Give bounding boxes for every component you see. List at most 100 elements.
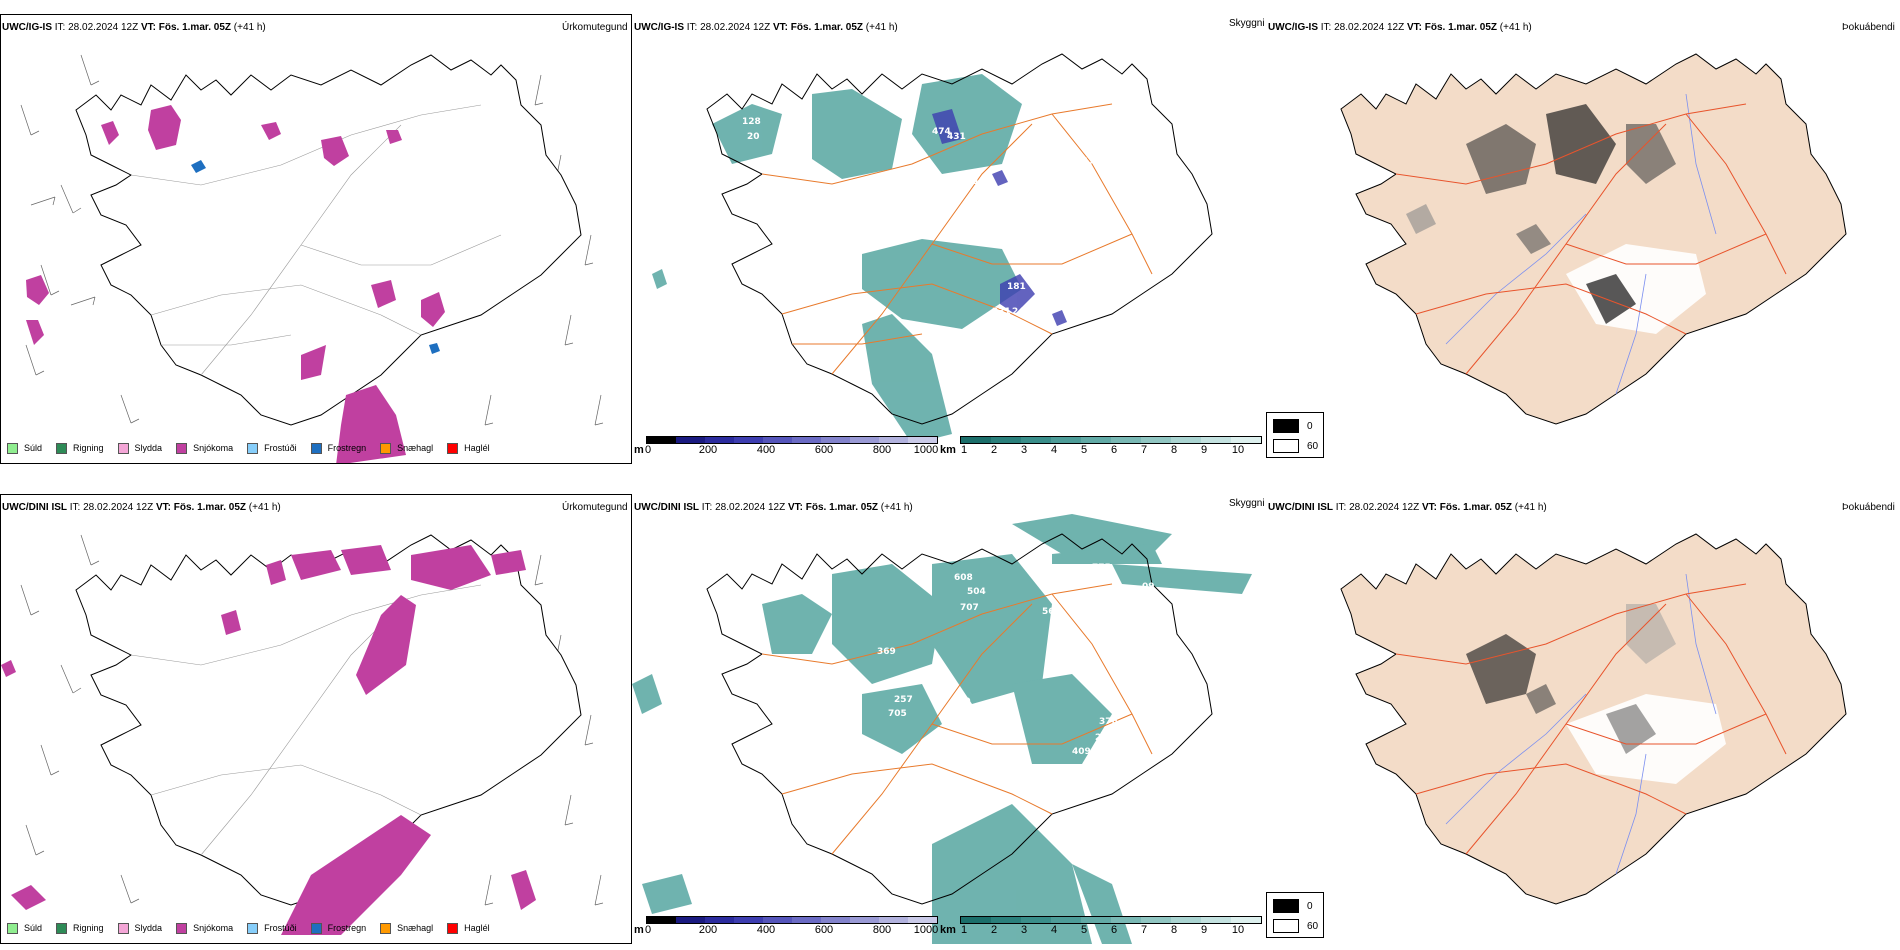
vt-value: Fös. 1.mar. 05Z: [173, 502, 247, 513]
tick-label: 2: [990, 924, 998, 936]
precip-map-top: [20, 54, 604, 463]
lead-time: (+41 h): [1499, 22, 1532, 33]
fog-scale-label: 60: [1307, 440, 1319, 452]
panel-header-fog-bottom: UWC/DINI ISL IT: 28.02.2024 12Z VT: Fös.…: [1268, 502, 1547, 513]
tick-label: 1: [960, 444, 968, 456]
vis-label: 707: [960, 603, 979, 613]
iceland-coastline: [75, 54, 582, 426]
vis-label: 705: [888, 709, 907, 719]
legend-swatch: [247, 442, 259, 454]
lead-time: (+41 h): [248, 502, 281, 513]
cloudbase-ticks: 0 200 400 600 800 1000: [645, 444, 939, 458]
visibility-colorbar-bar: [960, 916, 1262, 924]
tick-label: 0: [644, 924, 652, 936]
legend-swatch: [247, 922, 259, 934]
legend-swatch: [56, 442, 68, 454]
cloudbase-colorbar-bar: [646, 916, 938, 924]
vis-label: 246: [1012, 307, 1031, 317]
it-value: 28.02.2024 12Z: [83, 502, 154, 513]
tick-label: 200: [698, 924, 718, 936]
tick-label: 400: [756, 444, 776, 456]
fog-map-top: [1340, 53, 1847, 425]
legend-item-snow: Snjókoma: [176, 922, 233, 934]
lead-time: (+41 h): [880, 502, 913, 513]
cloudbase-colorbar-bottom: 0 200 400 600 800 1000: [644, 916, 939, 938]
fog-map-bottom: [1340, 533, 1847, 905]
it-label: IT:: [1320, 22, 1332, 33]
vis-label: 257: [894, 695, 913, 705]
vis-label: 504: [967, 587, 986, 597]
cloudbase-colorbar-bar: [646, 436, 938, 444]
tick-label: 6: [1110, 924, 1118, 936]
vis-label: 181: [1007, 282, 1026, 292]
panel-header-visibility-top: UWC/IG-IS IT: 28.02.2024 12Z VT: Fös. 1.…: [634, 22, 898, 33]
visibility-unit: km: [940, 924, 956, 936]
vis-label: 775: [1092, 563, 1111, 573]
vis-label: 09: [1142, 582, 1155, 592]
iceland-land: [1340, 53, 1847, 425]
model-name: UWC/IG-IS: [634, 22, 684, 33]
tick-label: 200: [698, 444, 718, 456]
roads-gray: [130, 104, 502, 376]
panel-title-visibility-bottom: Skyggni: [1229, 498, 1265, 509]
tick-label: 8: [1170, 924, 1178, 936]
panel-header-precip-bottom: UWC/DINI ISL IT: 28.02.2024 12Z VT: Fös.…: [2, 502, 281, 513]
legend-swatch: [56, 922, 68, 934]
vt-value: Fös. 1.mar. 05Z: [158, 22, 232, 33]
tick-label: 10: [1231, 444, 1245, 456]
vis-label: 608: [954, 573, 973, 583]
low-cloud-areas: [932, 109, 1067, 326]
roads-red: [1395, 583, 1787, 855]
fog-scale-label: 60: [1307, 920, 1319, 932]
vis-label: 339: [952, 697, 971, 707]
tick-label: 9: [1200, 924, 1208, 936]
tick-label: 4: [1050, 924, 1058, 936]
tick-label: 7: [1140, 924, 1148, 936]
it-label: IT:: [701, 502, 713, 513]
precip-legend-top: Súld Rigning Slydda Snjókoma Frostúði Fr…: [7, 438, 504, 458]
legend-swatch: [310, 922, 322, 934]
legend-swatch: [7, 442, 18, 454]
legend-swatch: [117, 442, 129, 454]
fog-panel-bottom: [1266, 494, 1900, 944]
tick-label: 800: [872, 444, 892, 456]
tick-label: 6: [1110, 444, 1118, 456]
fog-swatch-black: [1273, 419, 1299, 433]
tick-label: 3: [1020, 444, 1028, 456]
visibility-areas: [632, 514, 1252, 944]
panel-header-fog-top: UWC/IG-IS IT: 28.02.2024 12Z VT: Fös. 1.…: [1268, 22, 1532, 33]
model-name: UWC/DINI ISL: [634, 502, 699, 513]
fog-panel-top: [1266, 14, 1900, 464]
precip-panel-bottom: Súld Rigning Slydda Snjókoma Frostúði Fr…: [0, 494, 632, 944]
it-label: IT:: [1335, 502, 1347, 513]
vis-label: 433: [1060, 817, 1079, 827]
legend-item-freezing-rain: Frostregn: [310, 922, 366, 934]
tick-label: 1000: [913, 924, 939, 936]
vis-label: 128: [742, 117, 761, 127]
fog-swatch-white: [1273, 439, 1299, 453]
legend-item-sleet: Slydda: [117, 922, 162, 934]
fog-swatch-black: [1273, 899, 1299, 913]
tick-label: 1000: [913, 444, 939, 456]
visibility-ticks: 1 2 3 4 5 6 7 8 9 10: [960, 444, 1262, 458]
fog-scale-label: 0: [1307, 900, 1313, 912]
it-label: IT:: [686, 22, 698, 33]
vt-value: Fös. 1.mar. 05Z: [790, 22, 864, 33]
vt-value: Fös. 1.mar. 05Z: [1424, 22, 1498, 33]
cloudbase-unit: m: [634, 444, 644, 456]
panel-header-precip-top: UWC/IG-IS IT: 28.02.2024 12Z VT: Fös. 1.…: [2, 22, 266, 33]
legend-item-snow: Snjókoma: [176, 442, 233, 454]
visibility-map-top: 474 431 416 564 474 181 231 246 128 20: [652, 53, 1213, 444]
roads-red: [1395, 103, 1787, 375]
fog-swatch-white: [1273, 919, 1299, 933]
iceland-coastline: [75, 534, 582, 906]
vis-label: 381: [1047, 647, 1066, 657]
visibility-areas: [652, 74, 1022, 444]
lead-time: (+41 h): [1514, 502, 1547, 513]
it-value: 28.02.2024 12Z: [700, 22, 771, 33]
vis-label: 474: [932, 127, 951, 137]
rivers: [1445, 573, 1717, 875]
tick-label: 600: [814, 924, 834, 936]
tick-label: 3: [1020, 924, 1028, 936]
legend-item-sleet: Slydda: [117, 442, 162, 454]
